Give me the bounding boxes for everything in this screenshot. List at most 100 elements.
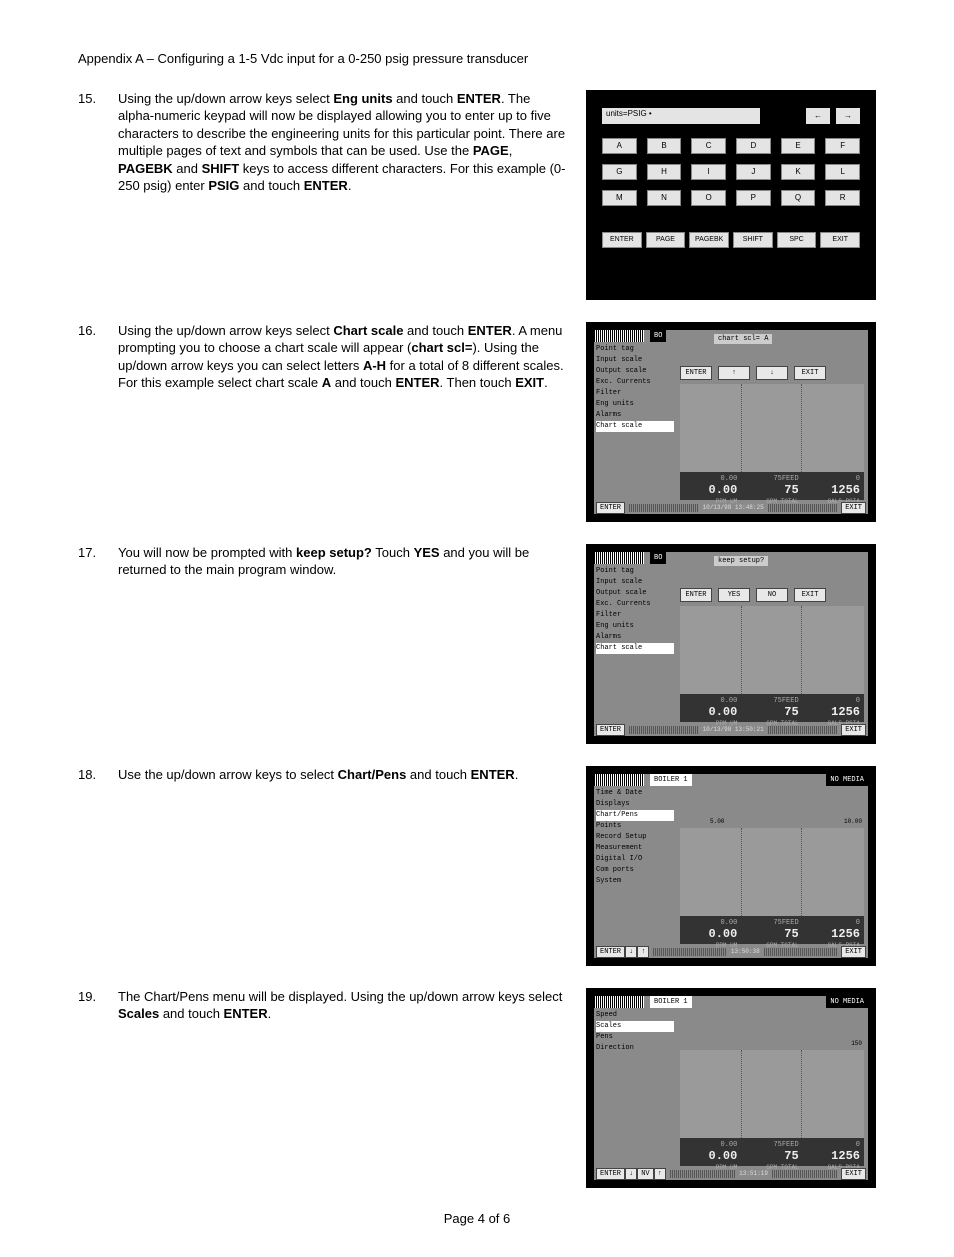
- bottom-arrow-button[interactable]: ↑: [637, 946, 649, 958]
- menu-item[interactable]: Exc. Currents: [596, 599, 674, 610]
- bottom-enter-button[interactable]: ENTER: [596, 946, 625, 958]
- right-arrow-key[interactable]: →: [836, 108, 860, 124]
- menu-item[interactable]: Filter: [596, 610, 674, 621]
- bottom-bar: ENTER↓↑13:50:38EXIT: [594, 946, 868, 958]
- menu-item[interactable]: Direction: [596, 1043, 674, 1054]
- readout: 75 FEED75GPM TOTAL: [741, 472, 802, 500]
- menu-item[interactable]: Exc. Currents: [596, 377, 674, 388]
- readout: 0.00 0.00PPM UM: [680, 472, 741, 500]
- no-media-badge: NO MEDIA: [826, 996, 868, 1008]
- keypad-key-Q[interactable]: Q: [781, 190, 816, 206]
- panel-button[interactable]: ↓: [756, 366, 788, 380]
- keypad-key-E[interactable]: E: [781, 138, 816, 154]
- keypad-exit-key[interactable]: EXIT: [820, 232, 860, 248]
- menu-item[interactable]: Measurement: [596, 843, 674, 854]
- bottom-exit-button[interactable]: EXIT: [841, 946, 866, 958]
- bottom-arrow-button[interactable]: ↑: [654, 1168, 666, 1180]
- panel-button[interactable]: YES: [718, 588, 750, 602]
- step-number: 15.: [78, 90, 118, 108]
- keypad-spc-key[interactable]: SPC: [777, 232, 817, 248]
- menu-item[interactable]: Points: [596, 821, 674, 832]
- screenshot-scales: BOILER 1NO MEDIASpeedScalesPensDirection…: [586, 988, 876, 1188]
- bottom-enter-button[interactable]: ENTER: [596, 502, 625, 514]
- menu-item[interactable]: Point tag: [596, 566, 674, 577]
- menu-item[interactable]: Record Setup: [596, 832, 674, 843]
- keypad-key-I[interactable]: I: [691, 164, 726, 180]
- menu-item[interactable]: System: [596, 876, 674, 887]
- page-header: Appendix A – Configuring a 1-5 Vdc input…: [78, 50, 876, 68]
- screenshot-chart-scale: BOPoint tagInput scaleOutput scaleExc. C…: [586, 322, 876, 522]
- menu-item[interactable]: Eng units: [596, 399, 674, 410]
- prompt-label: keep setup?: [714, 556, 768, 566]
- keypad-key-C[interactable]: C: [691, 138, 726, 154]
- left-arrow-key[interactable]: ←: [806, 108, 830, 124]
- menu-item[interactable]: Digital I/O: [596, 854, 674, 865]
- panel-button[interactable]: NO: [756, 588, 788, 602]
- menu-item[interactable]: Alarms: [596, 632, 674, 643]
- bottom-exit-button[interactable]: EXIT: [841, 724, 866, 736]
- bottom-enter-button[interactable]: ENTER: [596, 1168, 625, 1180]
- readout: 0.00 0.00PPM UM: [680, 694, 741, 722]
- menu-item[interactable]: Time & Date: [596, 788, 674, 799]
- button-row: ENTER YES NO EXIT: [680, 588, 826, 602]
- keypad-key-P[interactable]: P: [736, 190, 771, 206]
- readouts: 0.00 0.00PPM UM75 FEED75GPM TOTAL0 1256G…: [680, 472, 864, 500]
- menu-item[interactable]: Com ports: [596, 865, 674, 876]
- bottom-arrow-button[interactable]: ↓: [625, 946, 637, 958]
- bottom-enter-button[interactable]: ENTER: [596, 724, 625, 736]
- menu-item[interactable]: Alarms: [596, 410, 674, 421]
- menu-item[interactable]: Eng units: [596, 621, 674, 632]
- title-box: BOILER 1: [650, 774, 692, 786]
- menu-item[interactable]: Chart scale: [596, 643, 674, 654]
- readout: 75 FEED75GPM TOTAL: [741, 1138, 802, 1166]
- panel-button[interactable]: ENTER: [680, 366, 712, 380]
- bottom-bar: ENTER10/13/98 13:48:25EXIT: [594, 502, 868, 514]
- readout: 0 1256GALS PSIA: [803, 916, 864, 944]
- step-17: 17. You will now be prompted with keep s…: [78, 544, 876, 744]
- page-footer: Page 4 of 6: [78, 1210, 876, 1228]
- panel-button[interactable]: ENTER: [680, 588, 712, 602]
- keypad-pagebk-key[interactable]: PAGEBK: [689, 232, 729, 248]
- menu-item[interactable]: Chart scale: [596, 421, 674, 432]
- keypad-key-O[interactable]: O: [691, 190, 726, 206]
- menu-item[interactable]: Displays: [596, 799, 674, 810]
- bottom-arrow-button[interactable]: ↓: [625, 1168, 637, 1180]
- panel-button[interactable]: ↑: [718, 366, 750, 380]
- step-text: Using the up/down arrow keys select Eng …: [118, 90, 586, 195]
- chart-area: 150: [680, 1050, 864, 1148]
- keypad-key-L[interactable]: L: [825, 164, 860, 180]
- keypad-key-G[interactable]: G: [602, 164, 637, 180]
- bottom-arrow-button[interactable]: NV: [637, 1168, 653, 1180]
- keypad-key-J[interactable]: J: [736, 164, 771, 180]
- menu-item[interactable]: Point tag: [596, 344, 674, 355]
- menu-item[interactable]: Output scale: [596, 366, 674, 377]
- menu-item[interactable]: Scales: [596, 1021, 674, 1032]
- bottom-exit-button[interactable]: EXIT: [841, 502, 866, 514]
- menu-item[interactable]: Input scale: [596, 355, 674, 366]
- keypad-key-H[interactable]: H: [647, 164, 682, 180]
- keypad-bottom-row: ENTERPAGEPAGEBKSHIFTSPCEXIT: [602, 232, 860, 248]
- menu-item[interactable]: Speed: [596, 1010, 674, 1021]
- bottom-exit-button[interactable]: EXIT: [841, 1168, 866, 1180]
- keypad-enter-key[interactable]: ENTER: [602, 232, 642, 248]
- keypad-page-key[interactable]: PAGE: [646, 232, 686, 248]
- menu-item[interactable]: Chart/Pens: [596, 810, 674, 821]
- keypad-key-R[interactable]: R: [825, 190, 860, 206]
- menu-item[interactable]: Filter: [596, 388, 674, 399]
- keypad-shift-key[interactable]: SHIFT: [733, 232, 773, 248]
- keypad-key-N[interactable]: N: [647, 190, 682, 206]
- keypad-key-M[interactable]: M: [602, 190, 637, 206]
- keypad-key-B[interactable]: B: [647, 138, 682, 154]
- side-menu: Time & DateDisplaysChart/PensPointsRecor…: [596, 788, 674, 887]
- keypad-key-K[interactable]: K: [781, 164, 816, 180]
- menu-item[interactable]: Pens: [596, 1032, 674, 1043]
- menu-item[interactable]: Input scale: [596, 577, 674, 588]
- chart-area: [680, 606, 864, 704]
- keypad-key-A[interactable]: A: [602, 138, 637, 154]
- panel-button[interactable]: EXIT: [794, 588, 826, 602]
- menu-item[interactable]: Output scale: [596, 588, 674, 599]
- panel-button[interactable]: EXIT: [794, 366, 826, 380]
- readouts: 0.00 0.00PPM UM75 FEED75GPM TOTAL0 1256G…: [680, 1138, 864, 1166]
- keypad-key-D[interactable]: D: [736, 138, 771, 154]
- keypad-key-F[interactable]: F: [825, 138, 860, 154]
